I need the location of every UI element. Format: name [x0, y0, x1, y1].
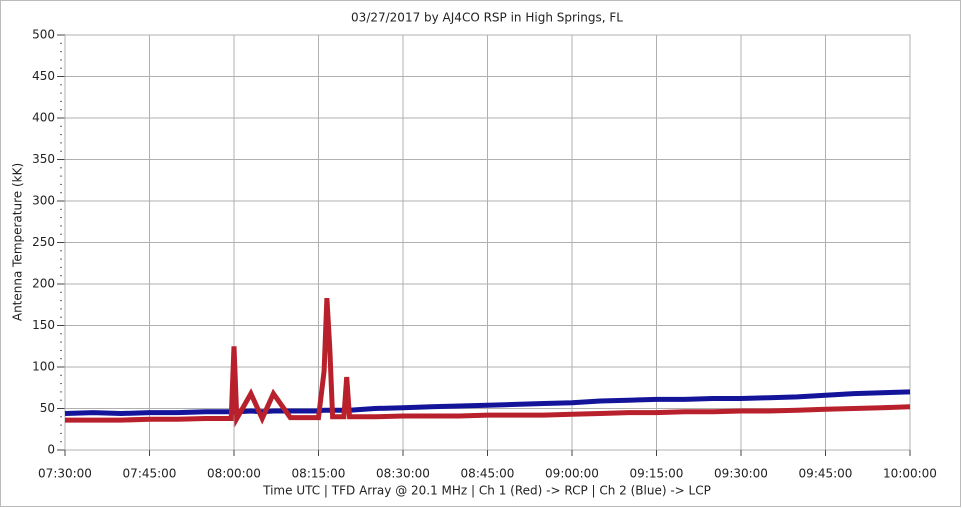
x-tick-label: 08:15:00	[292, 467, 346, 481]
x-tick-label: 09:15:00	[630, 467, 684, 481]
y-axis-label: Antenna Temperature (kK)	[11, 163, 25, 321]
x-axis-label: Time UTC | TFD Array @ 20.1 MHz | Ch 1 (…	[262, 484, 711, 498]
y-tick-label: 0	[47, 443, 55, 457]
y-tick-label: 250	[32, 235, 55, 249]
x-tick-label: 08:45:00	[461, 467, 515, 481]
y-tick-label: 450	[32, 69, 55, 83]
series-line	[65, 297, 911, 428]
y-tick-label: 500	[32, 28, 55, 42]
x-tick-label: 08:00:00	[207, 467, 261, 481]
x-tick-label: 07:30:00	[38, 467, 92, 481]
x-tick-label: 08:30:00	[376, 467, 430, 481]
y-tick-label: 50	[40, 401, 55, 415]
y-tick-label: 100	[32, 360, 55, 374]
y-tick-label: 350	[32, 152, 55, 166]
x-tick-label: 09:30:00	[714, 467, 768, 481]
x-tick-label: 09:45:00	[799, 467, 853, 481]
x-tick-label: 10:00:00	[883, 467, 937, 481]
y-tick-label: 300	[32, 194, 55, 208]
y-tick-label: 400	[32, 111, 55, 125]
x-tick-label: 07:45:00	[123, 467, 177, 481]
y-tick-label: 200	[32, 277, 55, 291]
x-tick-label: 09:00:00	[545, 467, 599, 481]
y-tick-label: 150	[32, 318, 55, 332]
chart-title: 03/27/2017 by AJ4CO RSP in High Springs,…	[351, 11, 623, 25]
